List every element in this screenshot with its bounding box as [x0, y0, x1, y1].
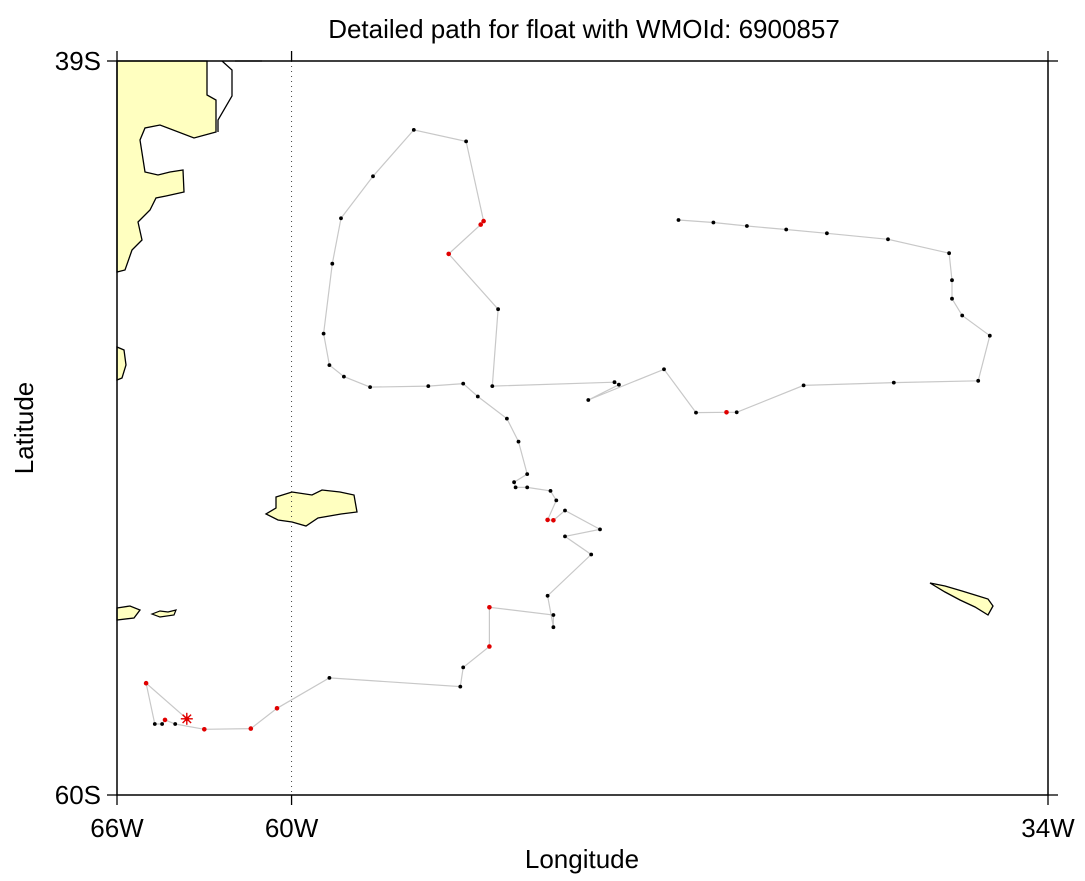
track-point-flagged — [724, 410, 729, 415]
track-point — [694, 410, 698, 415]
track-point-flagged — [487, 605, 492, 610]
plot-frame — [116, 60, 1049, 796]
track-point — [891, 380, 896, 385]
track-point-flagged — [481, 218, 486, 224]
float-track-points — [143, 127, 992, 732]
track-point — [461, 665, 466, 670]
track-point-flagged — [487, 644, 492, 649]
track-point — [734, 410, 739, 415]
track-point — [987, 333, 992, 338]
start-asterisk-marker — [180, 712, 193, 725]
south-georgia-island — [929, 582, 994, 616]
track-point — [513, 485, 518, 490]
track-point — [801, 383, 806, 388]
track-point-flagged — [551, 518, 556, 523]
track-point — [525, 485, 530, 490]
track-point — [598, 527, 602, 532]
track-point-flagged — [248, 726, 254, 731]
track-point-flagged — [274, 706, 280, 711]
y-axis-label: Latitude — [9, 382, 39, 475]
track-point — [586, 398, 591, 402]
map-title: Detailed path for float with WMOId: 6900… — [328, 14, 840, 44]
track-point — [950, 296, 954, 301]
track-point — [496, 307, 500, 312]
track-point — [662, 367, 666, 372]
track-point — [617, 382, 621, 387]
track-point — [327, 363, 332, 367]
track-point — [745, 224, 749, 228]
track-point — [551, 625, 556, 630]
x-tick-label: 66W — [90, 813, 144, 843]
track-point — [426, 384, 431, 388]
track-point — [327, 676, 332, 680]
track-point — [551, 613, 556, 617]
track-point — [976, 378, 981, 383]
axis-ticks: 66W 60W 34W 39S 60S — [55, 46, 1075, 843]
track-point — [339, 216, 343, 221]
track-point — [711, 220, 716, 225]
south-america-coast — [116, 60, 217, 273]
track-point — [589, 552, 594, 557]
y-tick-label: 60S — [55, 780, 101, 810]
track-point — [784, 227, 789, 232]
track-point — [160, 722, 165, 726]
plot-area — [117, 61, 1048, 795]
track-point — [950, 278, 954, 283]
track-point — [461, 381, 466, 386]
track-point — [612, 380, 617, 385]
track-point-flagged — [446, 251, 452, 257]
track-point — [563, 534, 567, 539]
track-point — [173, 722, 178, 726]
track-point — [825, 231, 829, 236]
track-point — [545, 593, 550, 598]
track-point — [505, 416, 509, 421]
track-point — [490, 384, 495, 388]
track-point-flagged — [202, 727, 207, 732]
track-point — [525, 472, 530, 476]
track-point — [371, 174, 375, 179]
track-point — [321, 331, 326, 336]
track-point — [458, 684, 463, 689]
track-point-flagged — [545, 517, 550, 523]
track-point — [676, 218, 681, 222]
track-point — [464, 139, 468, 144]
track-point — [886, 237, 890, 242]
track-point — [516, 439, 521, 444]
track-point — [330, 261, 335, 266]
track-point — [563, 508, 567, 513]
falkland-islands — [264, 489, 358, 527]
track-point-flagged — [478, 222, 484, 227]
track-point — [548, 489, 553, 493]
track-point — [152, 722, 157, 726]
small-islet — [150, 609, 177, 618]
start-marker-stroke — [182, 714, 192, 724]
x-tick-label: 34W — [1021, 813, 1075, 843]
track-point — [411, 127, 416, 132]
track-point — [947, 251, 951, 256]
track-point — [554, 498, 559, 503]
x-axis-label: Longitude — [525, 844, 639, 874]
y-tick-label: 39S — [55, 46, 101, 76]
track-point — [342, 374, 346, 379]
track-point — [512, 480, 516, 485]
track-point — [368, 385, 372, 389]
track-point-flagged — [162, 717, 168, 723]
track-point — [475, 394, 480, 399]
coastline-detail — [217, 60, 233, 132]
x-tick-label: 60W — [265, 813, 319, 843]
track-point-flagged — [143, 680, 149, 686]
track-point — [960, 313, 965, 318]
